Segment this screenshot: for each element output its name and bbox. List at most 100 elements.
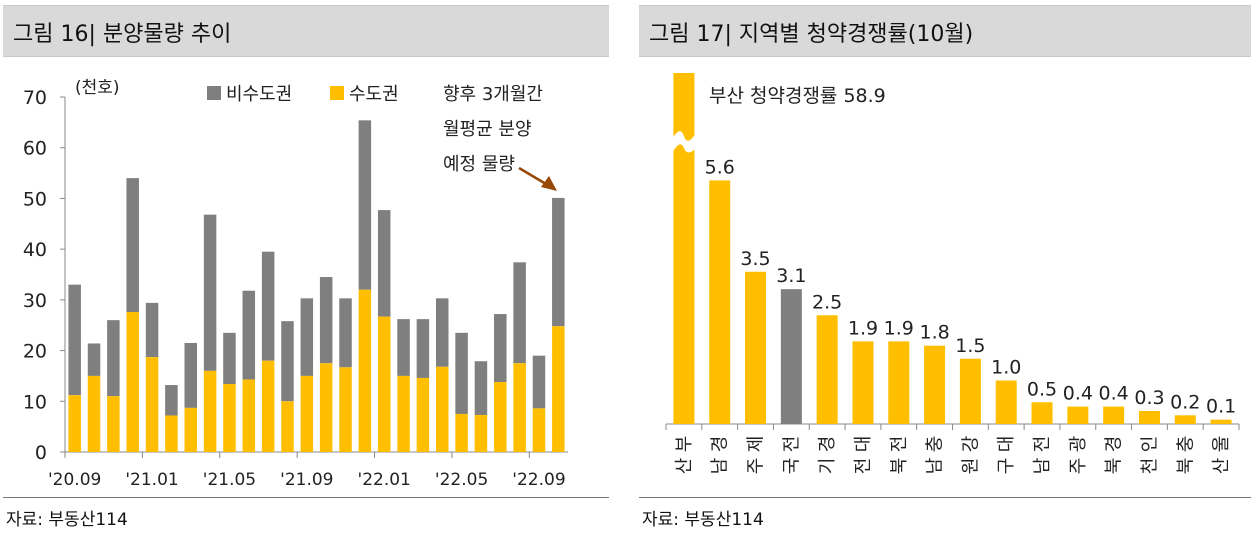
x-tick-label-char: 전 [781,436,802,453]
x-tick-label-char: 남 [1032,458,1053,475]
bar-non-capital [494,314,507,383]
bar [959,358,981,424]
annotation-arrow-shaft [518,166,547,186]
y-unit-label: (천호) [75,78,120,98]
left-title-bar: 그림 16| 분양물량 추이 [3,5,609,57]
x-tick-label: '20.09 [48,470,101,490]
x-tick-label-char: 국 [781,458,802,475]
x-tick-label-char: 북 [1104,458,1125,475]
bar-non-capital [184,342,197,408]
bar-non-capital [165,385,178,416]
bar [709,180,731,424]
x-tick-label: '22.09 [512,470,565,490]
bar-non-capital [223,332,236,385]
bar-value-label: 0.5 [1027,378,1057,400]
x-tick-label-char: 강 [960,436,981,453]
bar [816,315,838,424]
bar [1210,419,1232,424]
bar-value-label: 1.9 [848,317,878,339]
left-chart-svg: 0 10 20 30 40 50 60 70 '20.09 '21.01 '21.05 '21.09 '… [23,78,568,490]
bar-capital [242,379,256,452]
y-tick-label: 40 [23,239,47,261]
x-tick-label: '21.01 [125,470,178,490]
left-chart-panel: 그림 16| 분양물량 추이 0 10 20 30 40 50 60 70 '20.09 '21.… [0,0,612,535]
bar-value-label: 0.4 [1099,383,1129,405]
bar-value-label: 0.2 [1170,391,1200,413]
bar-capital [436,366,449,452]
x-tick-label-char: 전 [889,436,910,453]
x-tick-label-char: 대 [996,436,1017,453]
bar-capital [416,377,430,452]
annotation-line: 향후 3개월간 [443,84,543,105]
bar-capital [203,370,217,452]
bar-non-capital [281,321,294,402]
bar-value-label: 5.6 [705,156,735,178]
x-tick-label-char: 충 [925,436,946,453]
bar [1138,410,1160,424]
left-source-divider [3,497,609,498]
bar-value-label: 1.0 [991,357,1021,379]
bar-capital [68,395,81,452]
bar-value-label: 3.5 [740,248,770,270]
bar-capital [300,375,314,452]
right-title-bar: 그림 17| 지역별 청약경쟁률(10월) [639,5,1251,57]
bar-capital [513,363,526,452]
x-tick-label-char: 산 [674,458,695,475]
x-tick-label-char: 충 [1175,436,1196,453]
annotation-arrow-head [541,176,557,191]
bar-non-capital [377,210,391,317]
x-tick-label-char: 천 [1139,458,1160,475]
x-tick-label-char: 경 [817,436,838,453]
bar-value-label: 0.4 [1063,383,1093,405]
y-tick-label: 60 [23,138,47,160]
x-tick-label-char: 주 [746,458,767,475]
bar-capital [494,382,507,452]
bar-non-capital [416,319,430,378]
x-tick-label-char: 북 [1175,458,1196,475]
bar-non-capital [203,214,217,371]
bar-non-capital [242,290,256,380]
bar-capital [145,357,159,452]
bar-non-capital [107,320,120,397]
legend-swatch-non-capital [207,86,221,100]
right-chart-svg: 부산5.6경남3.5제주3.1전국2.5경기1.9대전1.9전북1.8충남1.5… [665,73,1240,475]
bar-capital [165,415,178,452]
bar [1103,406,1125,424]
y-tick-label: 50 [23,188,47,210]
x-tick-label-char: 기 [817,458,838,475]
bar-capital [281,401,294,452]
x-tick-label-char: 제 [746,436,767,453]
bar-non-capital [397,319,410,376]
annotation-line: 월평균 분양 [443,119,532,140]
x-tick-label: '22.01 [358,470,411,490]
x-tick-label-char: 부 [674,436,695,453]
x-tick-label-char: 원 [960,458,981,475]
bar-value-label: 3.1 [776,265,806,287]
bar [888,341,910,424]
bar-non-capital [145,302,159,358]
bar-busan [673,73,695,424]
bar-capital-projection [552,326,565,452]
bar-capital [126,312,139,452]
bar-capital [358,289,372,452]
x-tick-label: '21.05 [203,470,256,490]
x-tick-label: '21.09 [280,470,333,490]
bar [1067,406,1089,424]
bar-non-capital [513,262,526,364]
right-chart-title: 그림 17| 지역별 청약경쟁률(10월) [649,22,974,47]
bar-non-capital [68,284,81,396]
bar-capital [107,396,120,452]
x-tick-label-char: 광 [1068,436,1089,453]
bar-value-label: 0.1 [1206,396,1236,418]
y-tick-label: 30 [23,290,47,312]
bar [852,341,874,424]
x-tick-label-char: 전 [853,458,874,475]
y-tick-label: 20 [23,341,47,363]
bar-capital [532,408,546,452]
bar-value-label: 1.9 [884,317,914,339]
busan-callout: 부산 청약경쟁률 58.9 [709,85,886,107]
bar-capital [261,360,275,452]
x-tick-label-char: 울 [1211,436,1232,453]
right-source-divider [639,497,1251,498]
bar-non-capital [455,332,468,414]
